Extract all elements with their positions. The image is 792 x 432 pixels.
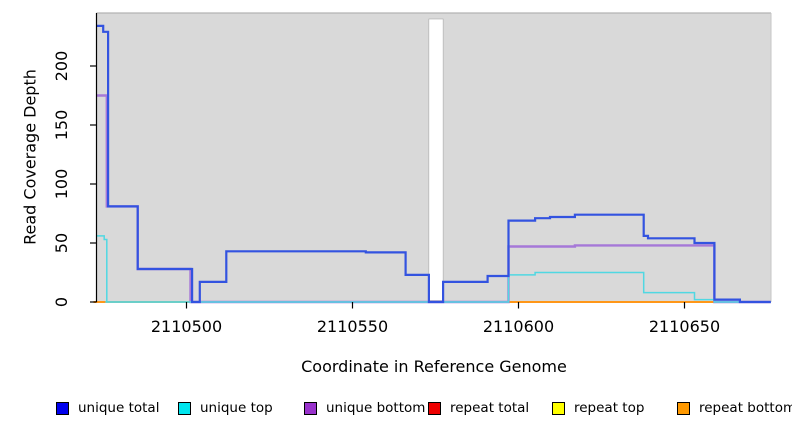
x-tick-label: 2110550 bbox=[317, 317, 388, 336]
x-tick-label: 2110600 bbox=[483, 317, 554, 336]
y-tick-label: 0 bbox=[52, 297, 71, 307]
x-axis-title: Coordinate in Reference Genome bbox=[301, 357, 567, 376]
series-line-unique-total bbox=[96, 24, 771, 304]
y-tick-label: 200 bbox=[52, 51, 71, 82]
x-tick-label: 2110500 bbox=[151, 317, 222, 336]
y-tick-label: 150 bbox=[52, 110, 71, 141]
series-line-unique-top bbox=[96, 235, 771, 303]
y-tick-label: 50 bbox=[52, 233, 71, 253]
coverage-gap-band bbox=[428, 18, 444, 301]
y-tick-label: 100 bbox=[52, 169, 71, 200]
y-axis-title: Read Coverage Depth bbox=[20, 69, 40, 245]
x-tick-label: 2110650 bbox=[649, 317, 720, 336]
